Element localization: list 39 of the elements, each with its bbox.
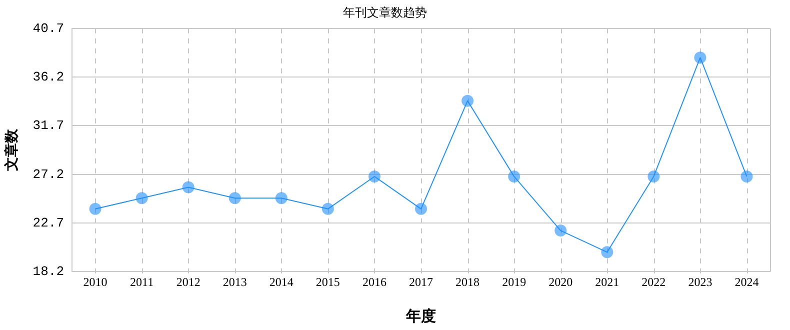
y-axis-title: 文章数 <box>3 128 20 172</box>
point <box>415 202 428 215</box>
chart-title: 年刊文章数趋势 <box>343 5 427 20</box>
y-tick-label: 27.2 <box>32 166 64 182</box>
point <box>182 181 194 194</box>
x-tick-label: 2022 <box>642 274 666 289</box>
point <box>89 202 102 215</box>
y-tick-label: 22.7 <box>32 215 64 230</box>
y-tick-label: 36.2 <box>32 69 64 84</box>
x-tick-label: 2019 <box>502 274 526 289</box>
x-tick-label: 2016 <box>362 274 386 289</box>
point <box>508 170 520 182</box>
x-tick-label: 2020 <box>548 274 573 289</box>
point <box>136 192 148 204</box>
point <box>322 202 334 215</box>
x-tick-label: 2023 <box>688 274 712 289</box>
x-tick-label: 2018 <box>456 274 480 289</box>
x-tick-label: 2011 <box>130 274 154 289</box>
x-tick-label: 2012 <box>176 274 200 289</box>
point <box>228 192 241 204</box>
point <box>462 94 474 107</box>
x-tick-label: 2010 <box>83 274 108 289</box>
point <box>368 170 380 182</box>
x-tick-label: 2024 <box>734 274 759 289</box>
point <box>694 52 706 64</box>
point <box>740 170 753 182</box>
x-tick-label: 2021 <box>595 274 620 289</box>
point <box>554 224 567 237</box>
x-tick-label: 2014 <box>269 274 294 289</box>
y-tick-label: 18.2 <box>32 264 64 280</box>
x-axis-title: 年度 <box>405 306 436 325</box>
point <box>601 246 614 258</box>
point <box>275 192 288 204</box>
x-tick-label: 2015 <box>316 274 340 289</box>
y-tick-label: 31.7 <box>32 118 64 134</box>
point <box>648 170 660 182</box>
x-tick-label: 2013 <box>222 274 247 289</box>
y-tick-label: 40.7 <box>32 20 64 36</box>
x-tick-label: 2017 <box>409 274 434 289</box>
